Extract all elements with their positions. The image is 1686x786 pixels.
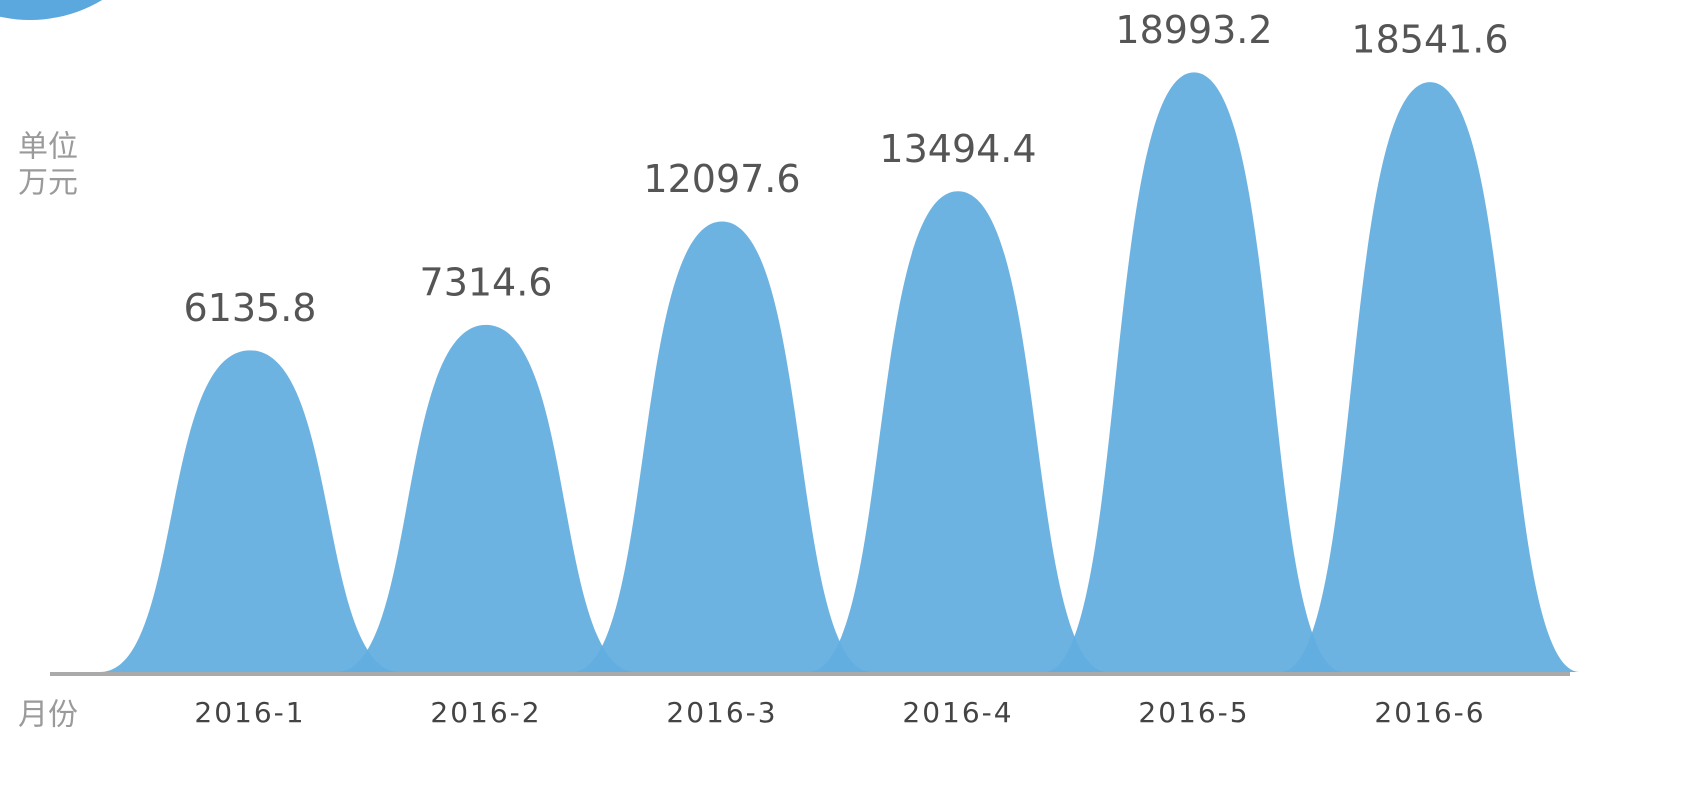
value-label: 6135.8 xyxy=(184,286,317,330)
x-tick-label: 2016-5 xyxy=(1138,696,1249,729)
bell-bar xyxy=(336,324,636,672)
value-label: 18541.6 xyxy=(1351,18,1508,62)
decor-circle xyxy=(0,0,103,20)
x-tick-label: 2016-1 xyxy=(194,696,305,729)
bell-bar xyxy=(572,221,872,672)
x-tick-label: 2016-4 xyxy=(902,696,1013,729)
y-axis-label: 单位 xyxy=(18,130,78,165)
value-label: 18993.2 xyxy=(1115,8,1272,52)
value-label: 13494.4 xyxy=(879,127,1036,171)
value-label: 7314.6 xyxy=(420,260,553,304)
x-tick-label: 2016-3 xyxy=(666,696,777,729)
bell-bar xyxy=(1044,72,1344,673)
bell-bar xyxy=(808,191,1108,672)
bell-bar xyxy=(1280,82,1580,672)
x-tick-label: 2016-2 xyxy=(430,696,541,729)
x-tick-label: 2016-6 xyxy=(1374,696,1485,729)
bell-bar xyxy=(100,350,400,672)
y-axis-label: 万元 xyxy=(18,166,78,201)
value-label: 12097.6 xyxy=(643,157,800,201)
x-axis-label: 月份 xyxy=(18,698,78,733)
